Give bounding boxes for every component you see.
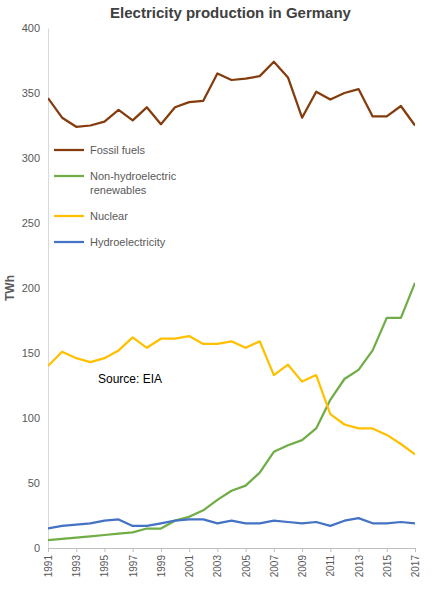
y-tick: 0	[34, 542, 48, 554]
y-tick: 250	[22, 217, 48, 229]
x-tick-label: 2013	[354, 555, 365, 578]
chart-title: Electricity production in Germany	[110, 4, 352, 21]
y-axis-title: TWh	[3, 275, 17, 301]
y-tick: 350	[22, 87, 48, 99]
x-tick-label: 2003	[212, 555, 223, 578]
y-tick-label: 200	[22, 282, 40, 294]
x-tick-mark	[133, 548, 134, 552]
x-tick-mark	[274, 548, 275, 552]
y-tick-label: 300	[22, 152, 40, 164]
y-axis-line	[48, 29, 49, 549]
x-tick: 2009	[297, 548, 308, 577]
y-tick: 400	[22, 22, 48, 34]
x-tick-mark	[48, 548, 49, 552]
x-tick-mark	[302, 548, 303, 552]
x-tick: 2007	[269, 548, 280, 577]
x-tick-label: 1991	[43, 555, 54, 578]
x-tick: 2017	[410, 548, 421, 577]
y-tick-label: 150	[22, 347, 40, 359]
x-tick-mark	[387, 548, 388, 552]
x-tick-mark	[76, 548, 77, 552]
y-tick-label: 250	[22, 217, 40, 229]
y-tick-label: 50	[28, 477, 40, 489]
x-tick: 1997	[128, 548, 139, 577]
y-tick-label: 100	[22, 412, 40, 424]
plot-area: 0 50 100 150 200 250 300 350 400 1991 1993 1995 1997…	[22, 22, 421, 577]
x-tick-label: 1993	[71, 555, 82, 578]
x-tick: 1995	[99, 548, 110, 577]
legend-label: Hydroelectricity	[90, 236, 166, 248]
x-tick-mark	[246, 548, 247, 552]
x-tick: 2015	[382, 548, 393, 577]
legend-label: Nuclear	[90, 210, 128, 222]
y-tick: 200	[22, 282, 48, 294]
x-axis-line	[49, 548, 416, 549]
x-tick-label: 2009	[297, 555, 308, 578]
x-axis: 1991 1993 1995 1997 1999 2001 2003 2005 2007 2009…	[43, 548, 421, 577]
legend-label: Fossil fuels	[90, 144, 146, 156]
y-tick-label: 350	[22, 87, 40, 99]
x-tick-label: 1995	[99, 555, 110, 578]
y-tick: 150	[22, 347, 48, 359]
x-tick-mark	[217, 548, 218, 552]
legend-swatch	[54, 175, 84, 177]
x-tick-label: 1999	[156, 555, 167, 578]
legend-label: Non-hydroelectricrenewables	[90, 170, 177, 196]
x-tick-mark	[161, 548, 162, 552]
y-tick-label: 400	[22, 22, 40, 34]
x-tick-mark	[104, 548, 105, 552]
y-tick: 300	[22, 152, 48, 164]
x-tick: 2013	[354, 548, 365, 577]
legend-swatch	[54, 241, 84, 243]
series-line	[48, 518, 415, 528]
x-tick: 1993	[71, 548, 82, 577]
y-tick: 100	[22, 412, 48, 424]
x-tick-mark	[330, 548, 331, 552]
x-tick-label: 2017	[410, 555, 421, 578]
x-tick-label: 2011	[325, 555, 336, 577]
chart-container: 0 50 100 150 200 250 300 350 400 1991 1993 1995 1997…	[0, 0, 441, 590]
x-tick-mark	[359, 548, 360, 552]
y-axis: 0 50 100 150 200 250 300 350 400	[22, 22, 49, 554]
x-tick: 2001	[184, 548, 195, 577]
annotation: Source: EIA	[98, 372, 162, 386]
x-tick: 2011	[325, 548, 336, 577]
x-tick-label: 2015	[382, 555, 393, 578]
x-tick: 2005	[241, 548, 252, 577]
x-tick-label: 2007	[269, 555, 280, 578]
legend: Fossil fuels Non-hydroelectricrenewables N…	[54, 144, 177, 248]
x-tick-mark	[189, 548, 190, 552]
legend-swatch	[54, 149, 84, 151]
x-tick-label: 2001	[184, 555, 195, 578]
x-tick-label: 2005	[241, 555, 252, 578]
x-tick-mark	[415, 548, 416, 552]
x-tick: 2003	[212, 548, 223, 577]
chart-svg: 0 50 100 150 200 250 300 350 400 1991 1993 1995 1997…	[0, 0, 441, 590]
series-line	[48, 336, 415, 454]
series-line	[48, 62, 415, 127]
legend-swatch	[54, 215, 84, 217]
x-tick: 1991	[43, 548, 54, 577]
series-group	[48, 62, 415, 540]
x-tick: 1999	[156, 548, 167, 577]
y-tick-label: 0	[34, 542, 40, 554]
y-tick: 50	[28, 477, 48, 489]
series-line	[48, 283, 415, 540]
x-tick-label: 1997	[128, 555, 139, 578]
